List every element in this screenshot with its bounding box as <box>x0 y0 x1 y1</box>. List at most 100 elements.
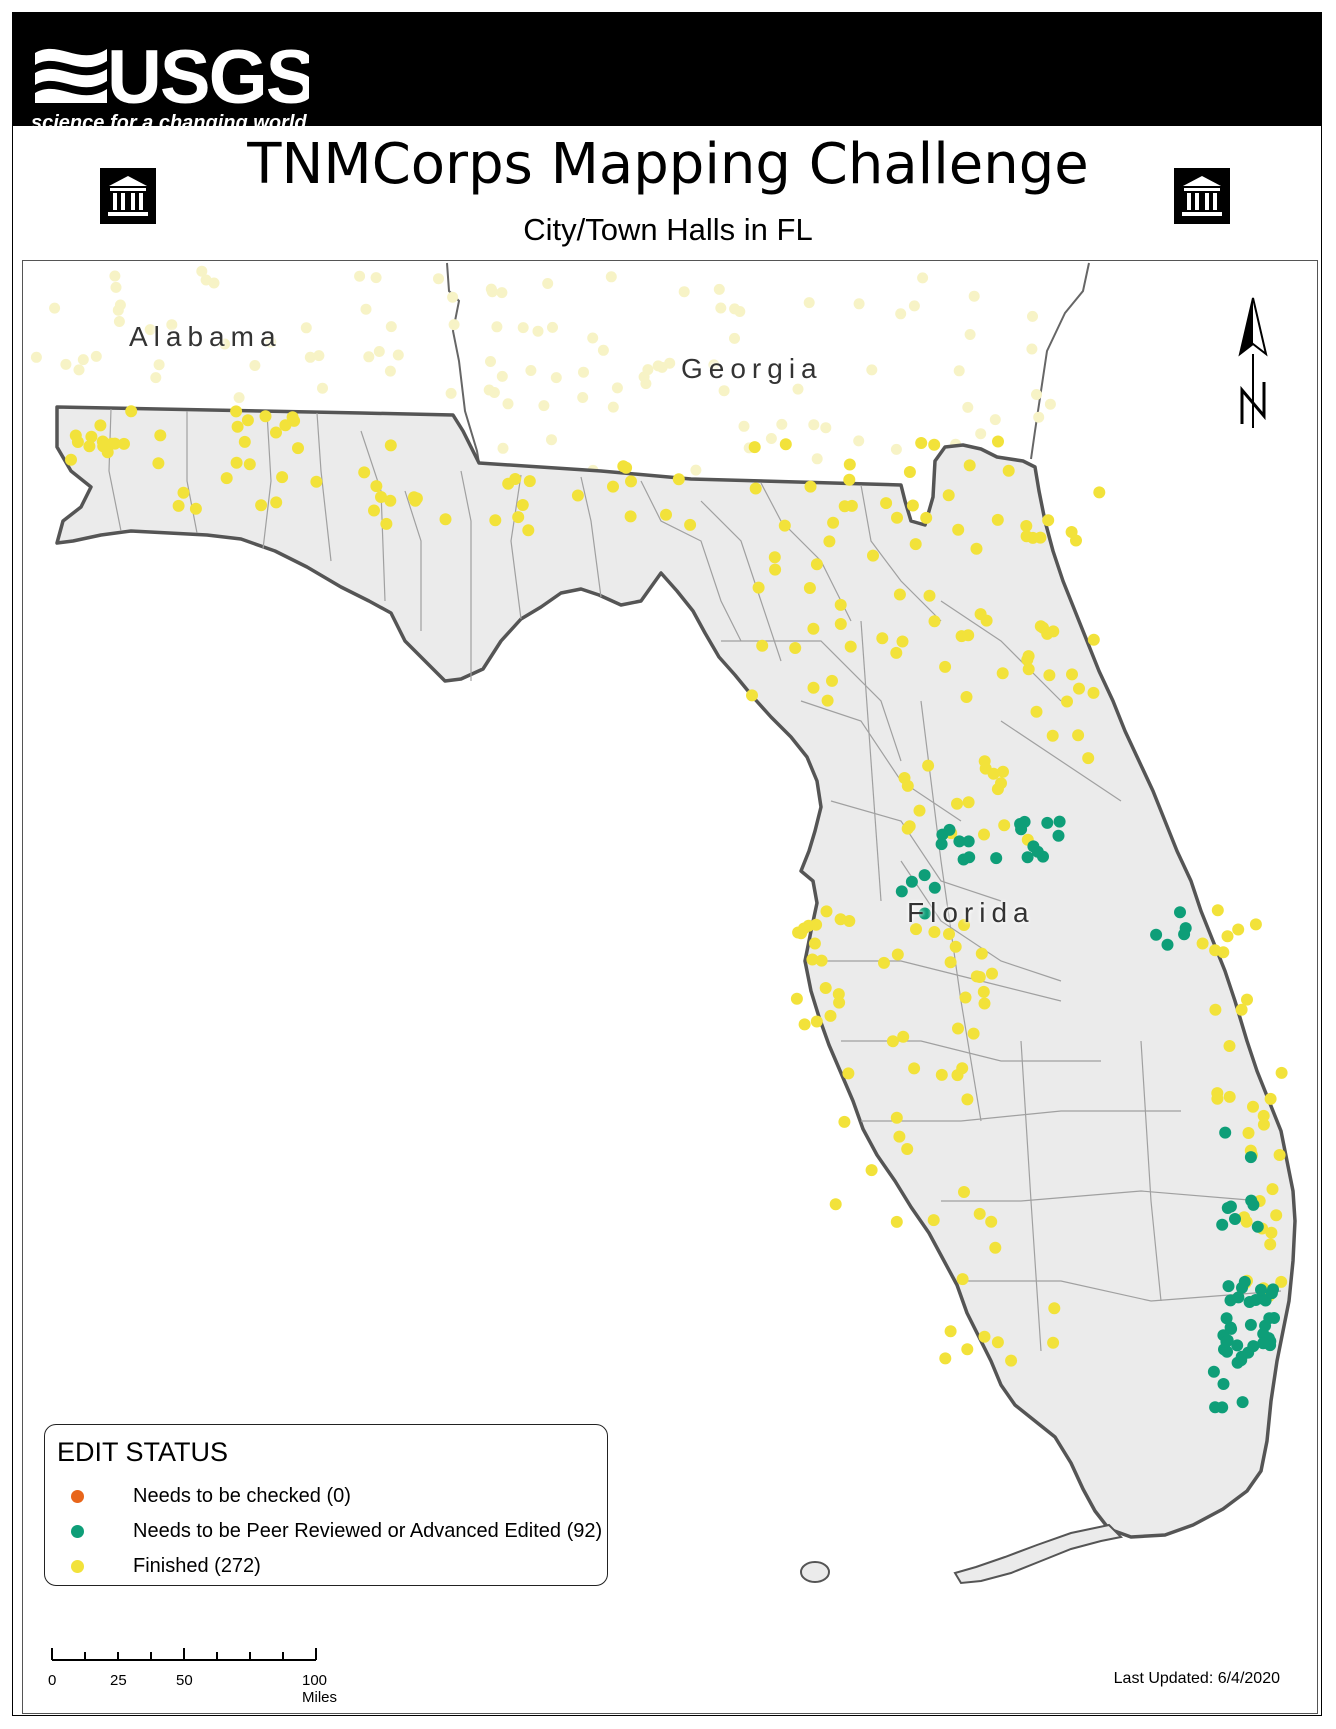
finished-point <box>997 765 1009 778</box>
finished-point <box>1266 1183 1279 1196</box>
finished-point <box>978 997 991 1010</box>
finished-point <box>1034 620 1047 633</box>
finished-point <box>987 767 1000 780</box>
finished-point <box>978 755 991 768</box>
finished-point <box>815 954 828 967</box>
state-label-florida: Florida <box>907 897 1035 928</box>
neighbor-point <box>114 299 126 311</box>
finished-point <box>1002 464 1015 477</box>
neighbor-point <box>607 401 619 413</box>
finished-point <box>118 437 130 450</box>
neighbor-point <box>729 332 740 344</box>
finished-point <box>935 1068 948 1081</box>
neighbor-point <box>718 385 730 397</box>
scale-label-50: 50 <box>176 1672 193 1689</box>
finished-point <box>1264 1092 1277 1105</box>
finished-point <box>1211 904 1224 917</box>
review-point <box>1219 1126 1232 1139</box>
neighbor-point <box>497 442 509 454</box>
finished-point <box>230 456 243 469</box>
finished-point <box>292 442 304 455</box>
finished-point <box>886 1035 899 1048</box>
finished-point <box>829 1198 842 1211</box>
neighbor-point <box>77 354 89 366</box>
review-point <box>1249 1294 1262 1306</box>
legend-dot-yellow <box>71 1560 84 1573</box>
city-hall-icon <box>1174 168 1230 224</box>
finished-point <box>838 1115 851 1128</box>
finished-point <box>1223 1040 1236 1052</box>
neighbor-point <box>30 351 42 363</box>
neighbor-point <box>546 434 557 446</box>
finished-point <box>1087 686 1100 699</box>
finished-point <box>939 1352 952 1365</box>
review-point <box>918 869 931 882</box>
legend-dot-orange <box>71 1490 84 1503</box>
neighbor-point <box>384 365 396 377</box>
finished-point <box>923 589 936 602</box>
finished-point <box>891 948 904 961</box>
finished-point <box>370 480 383 493</box>
review-point <box>1238 1275 1251 1288</box>
finished-point <box>1082 752 1095 765</box>
neighbor-point <box>734 306 746 317</box>
finished-point <box>1046 729 1059 742</box>
neighbor-point <box>738 420 750 432</box>
finished-point <box>259 410 272 423</box>
finished-point <box>970 542 983 555</box>
finished-point <box>901 779 914 792</box>
finished-point <box>943 928 955 940</box>
map-title: TNMCorps Mapping Challenge <box>247 132 1089 197</box>
state-label-georgia: Georgia <box>681 353 823 384</box>
finished-point <box>890 646 903 659</box>
finished-point <box>1087 633 1100 646</box>
neighbor-point <box>113 316 125 327</box>
neighbor-point <box>445 387 457 399</box>
review-point <box>1251 1220 1264 1233</box>
finished-point <box>1073 682 1085 695</box>
finished-point <box>1022 663 1035 676</box>
neighbor-point <box>49 302 61 314</box>
finished-point <box>903 466 916 478</box>
neighbor-point <box>577 392 589 403</box>
neighbor-point <box>578 366 589 378</box>
finished-point <box>843 458 856 471</box>
legend-label: Needs to be Peer Reviewed or Advanced Ed… <box>133 1520 603 1542</box>
neighbor-point <box>249 360 261 371</box>
neighbor-point <box>525 365 537 376</box>
finished-point <box>276 471 289 484</box>
finished-point <box>913 804 926 817</box>
finished-point <box>752 581 765 594</box>
finished-point <box>844 640 857 653</box>
finished-point <box>951 797 963 810</box>
neighbor-point <box>1031 389 1042 400</box>
neighbor-point <box>304 351 316 363</box>
finished-point <box>974 608 987 621</box>
finished-point <box>977 985 990 998</box>
finished-point <box>821 694 834 707</box>
finished-point <box>83 440 96 453</box>
finished-point <box>489 514 502 527</box>
finished-point <box>1066 668 1078 681</box>
neighbor-point <box>640 378 652 390</box>
finished-point <box>996 667 1009 680</box>
neighbor-point <box>1027 310 1038 322</box>
finished-point <box>820 905 833 918</box>
usgs-header-bar: USGS science for a changing world <box>13 13 1321 134</box>
finished-point <box>959 991 972 1004</box>
review-point <box>990 852 1003 865</box>
finished-point <box>810 1015 823 1028</box>
review-point <box>963 851 976 864</box>
neighbor-point <box>968 290 980 302</box>
neighbor-point <box>392 349 404 361</box>
finished-point <box>231 420 244 433</box>
finished-point <box>890 1111 903 1124</box>
neighbor-point <box>953 365 965 377</box>
finished-point <box>85 430 98 443</box>
review-point <box>1221 1345 1233 1358</box>
neighbor-point <box>713 283 725 295</box>
review-point <box>1231 1339 1244 1352</box>
neighbor-point <box>109 270 121 282</box>
finished-point <box>824 1009 837 1022</box>
neighbor-point <box>363 351 375 363</box>
